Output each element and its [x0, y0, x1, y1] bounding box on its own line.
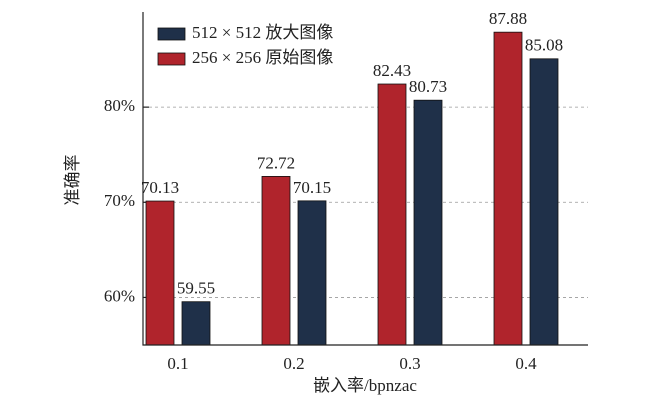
legend-label: 256 × 256 原始图像 — [192, 48, 333, 67]
bar — [529, 58, 559, 346]
data-label: 59.55 — [177, 279, 215, 298]
data-label: 72.72 — [257, 153, 295, 172]
y-tick-label: 60% — [104, 286, 135, 305]
legend-swatch — [157, 52, 186, 66]
legend-swatch — [157, 27, 186, 41]
data-label: 70.13 — [141, 178, 179, 197]
x-tick-label: 0.1 — [167, 354, 188, 373]
data-label: 80.73 — [409, 77, 447, 96]
y-tick-label: 80% — [104, 96, 135, 115]
x-tick-label: 0.4 — [515, 354, 537, 373]
bar — [377, 83, 407, 346]
data-label: 87.88 — [489, 9, 527, 28]
data-label: 70.15 — [293, 178, 331, 197]
legend-label: 512 × 512 放大图像 — [192, 23, 333, 42]
x-tick-label: 0.2 — [283, 354, 304, 373]
data-label: 82.43 — [373, 61, 411, 80]
x-tick-label: 0.3 — [399, 354, 420, 373]
bar — [261, 176, 291, 346]
data-label: 85.08 — [525, 36, 563, 55]
y-tick-label: 70% — [104, 191, 135, 210]
bar — [181, 301, 211, 346]
axis-line — [142, 12, 588, 346]
y-axis-label: 准确率 — [63, 155, 82, 206]
bar — [297, 200, 327, 346]
bar — [413, 99, 443, 346]
bar — [145, 200, 175, 346]
x-axis-label: 嵌入率/bpnzac — [313, 376, 417, 395]
bar — [493, 31, 523, 346]
